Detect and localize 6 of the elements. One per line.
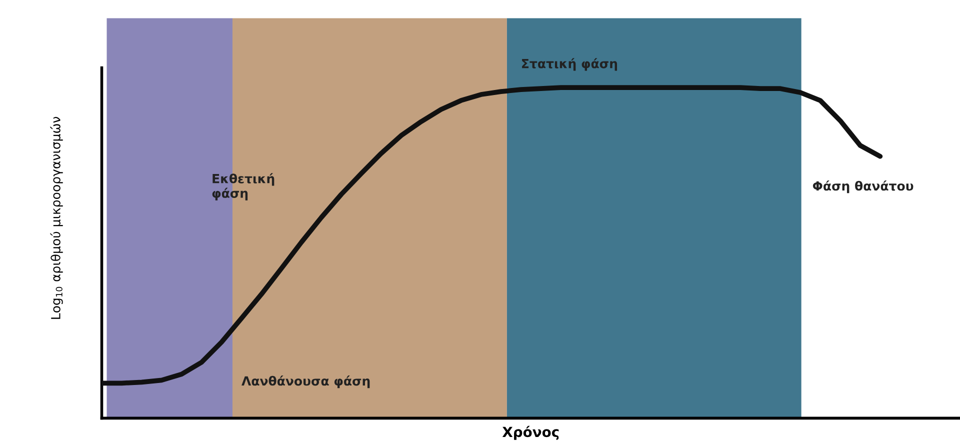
annotation: Εκθετική φάση <box>212 173 274 200</box>
text: Στατική φάση <box>522 58 618 71</box>
x-axis-title: Χρόνος <box>502 426 559 440</box>
annotation: Φάση θανάτου <box>812 180 914 194</box>
y-axis-title: Log$_{10}$ αριθμού μικροοργανισμών <box>50 116 63 319</box>
annotation: Λανθάνουσα φάση <box>242 376 370 388</box>
